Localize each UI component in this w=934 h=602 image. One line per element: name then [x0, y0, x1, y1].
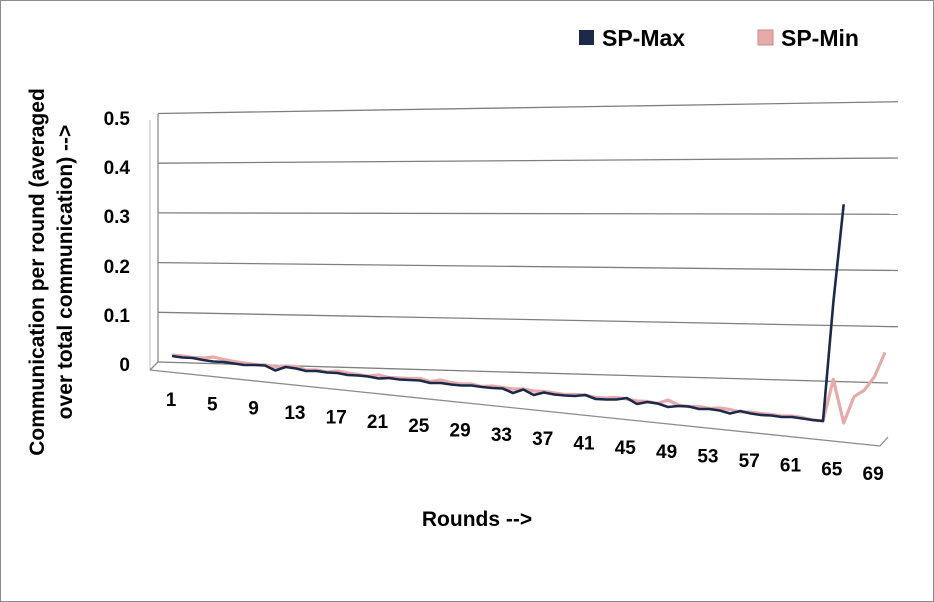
legend-swatch-sp-max [579, 30, 594, 45]
floor-left-edge [149, 361, 159, 371]
y-tick-label-1: 0.1 [104, 306, 131, 327]
legend-item-sp-max[interactable]: SP-Max [579, 25, 685, 51]
legend-swatch-sp-min [757, 29, 774, 46]
x-tick-label-9: 37 [532, 429, 553, 450]
x-axis-title: Rounds --> [422, 508, 532, 531]
x-tick-label-3: 13 [284, 403, 305, 424]
gridline-1 [157, 311, 899, 328]
x-tick-label-5: 21 [367, 412, 389, 433]
x-tick-label-8: 33 [491, 425, 512, 446]
x-tick-label-0: 1 [166, 390, 177, 411]
x-tick-label-1: 5 [207, 394, 218, 415]
series-line-sp-max [171, 204, 845, 423]
legend-item-sp-min[interactable]: SP-Min [757, 25, 859, 51]
gridline-3 [157, 212, 899, 215]
x-tick-label-6: 25 [408, 416, 430, 437]
x-tick-label-14: 57 [739, 451, 760, 472]
y-axis-title: Communication per round (averaged over t… [26, 88, 77, 456]
floor-front-edge [149, 369, 881, 447]
legend-label-sp-max: SP-Max [602, 25, 685, 51]
gridline-5 [157, 101, 899, 115]
x-tick-label-2: 9 [248, 399, 259, 420]
x-axis-ticks: 1 5 9 13 17 21 25 29 33 37 41 45 49 53 57 61 65 69 [166, 390, 884, 485]
x-tick-label-12: 49 [656, 442, 677, 463]
floor-right-edge [879, 436, 889, 447]
series-line-sp-min [171, 351, 887, 425]
y-axis-title-line-1: Communication per round (averaged [26, 88, 49, 456]
gridline-4 [157, 157, 899, 164]
x-tick-label-13: 53 [697, 447, 718, 468]
y-tick-label-5: 0.5 [104, 109, 131, 130]
x-tick-label-17: 69 [863, 464, 884, 485]
y-tick-label-2: 0.2 [104, 257, 130, 278]
x-tick-label-16: 65 [821, 460, 843, 481]
chart-walls [149, 114, 889, 447]
y-axis-title-line-2: over total communication) --> [54, 125, 77, 420]
y-tick-label-4: 0.4 [104, 158, 131, 179]
legend: SP-Max SP-Min [579, 25, 859, 51]
gridline-2 [157, 261, 899, 272]
y-tick-label-3: 0.3 [104, 207, 130, 228]
y-tick-label-0: 0 [119, 355, 130, 376]
y-axis-ticks: 0 0.1 0.2 0.3 0.4 0.5 [104, 109, 131, 376]
x-tick-label-7: 29 [450, 420, 471, 441]
x-tick-label-10: 41 [573, 434, 595, 455]
chart-series [171, 204, 887, 425]
chart-gridlines [157, 101, 899, 384]
x-tick-label-11: 45 [615, 438, 637, 459]
x-tick-label-15: 61 [780, 455, 802, 476]
legend-label-sp-min: SP-Min [781, 25, 859, 51]
x-tick-label-4: 17 [326, 407, 347, 428]
